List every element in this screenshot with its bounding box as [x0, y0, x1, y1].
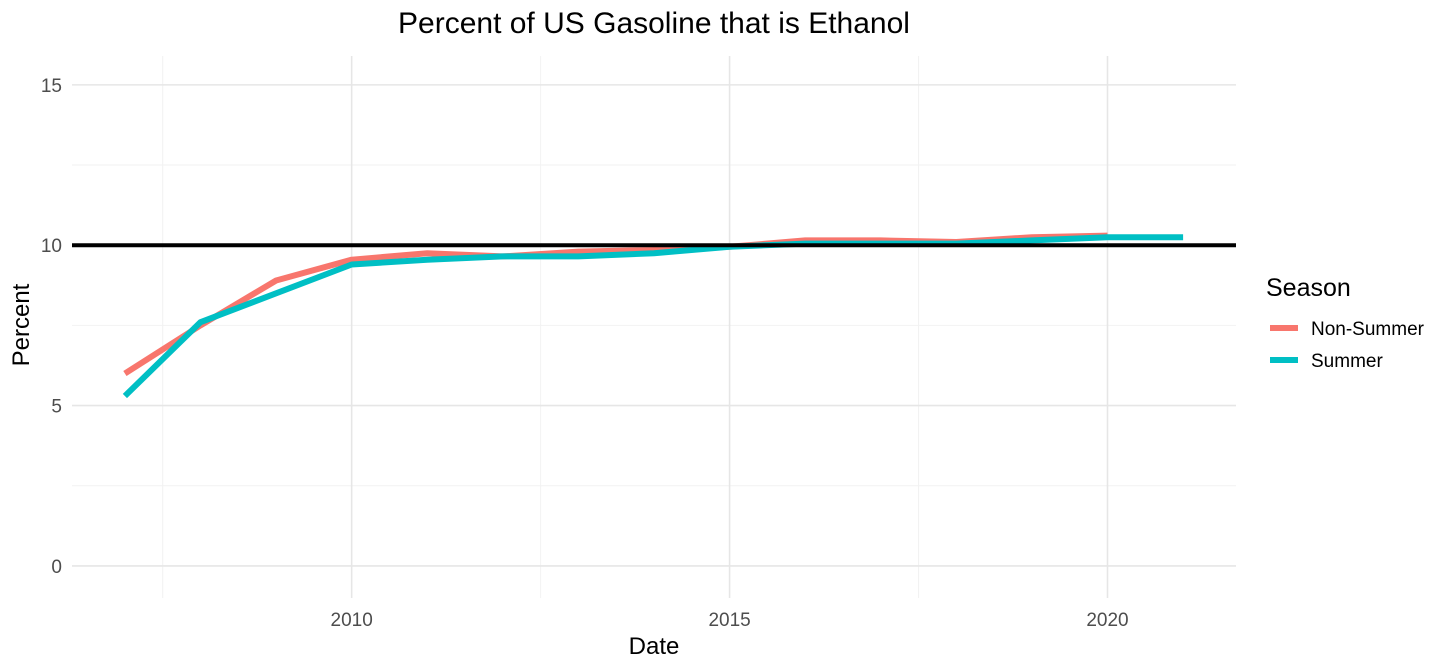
legend-label-non-summer: Non-Summer	[1311, 319, 1425, 340]
y-axis-label: Percent	[8, 283, 35, 366]
x-axis-label: Date	[629, 633, 680, 660]
y-tick-label: 10	[41, 236, 62, 257]
x-tick-label: 2020	[1086, 610, 1128, 631]
minor-gridlines	[72, 56, 1236, 598]
legend-label-summer: Summer	[1311, 351, 1383, 372]
series-lines	[72, 232, 1236, 399]
y-tick-label: 15	[41, 76, 62, 97]
y-tick-label: 5	[51, 397, 62, 418]
chart-title: Percent of US Gasoline that is Ethanol	[398, 7, 910, 40]
x-tick-label: 2015	[708, 610, 750, 631]
legend: Season Non-Summer Summer	[1266, 274, 1425, 372]
major-gridlines	[72, 56, 1236, 598]
series-line-summer	[122, 234, 1184, 399]
legend-title: Season	[1266, 274, 1351, 302]
x-axis-ticks: 2010 2015 2020	[331, 610, 1129, 631]
legend-items: Non-Summer Summer	[1270, 319, 1425, 372]
x-tick-label: 2010	[331, 610, 373, 631]
y-axis-ticks: 0 5 10 15	[41, 76, 62, 578]
y-tick-label: 0	[51, 557, 62, 578]
